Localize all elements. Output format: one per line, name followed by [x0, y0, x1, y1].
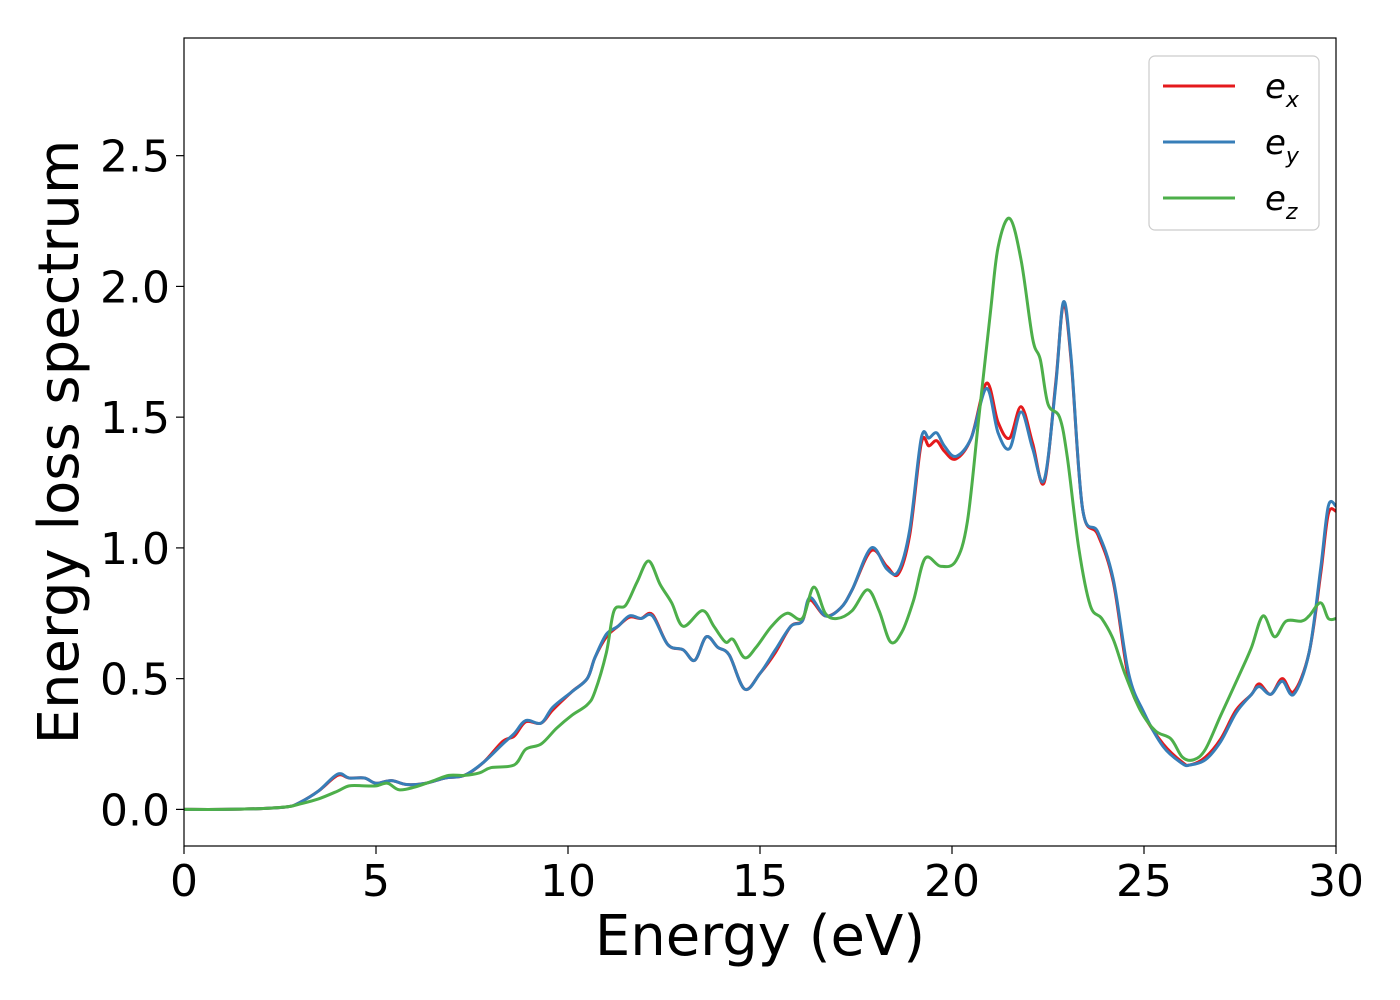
- x-axis-title: Energy (eV): [595, 904, 925, 969]
- y-tick-label: 0.5: [100, 655, 170, 706]
- legend: ex ey ez: [1148, 55, 1320, 231]
- y-axis-title: Energy loss spectrum: [27, 140, 92, 745]
- x-tick-label: 15: [732, 856, 788, 907]
- x-tick-label: 0: [170, 856, 198, 907]
- legend-label-e-x: ex: [1265, 67, 1300, 113]
- legend-label-e-z: ez: [1265, 179, 1298, 225]
- y-tick-label: 0.0: [100, 785, 170, 836]
- ticks-layer: 0 5 10 15 20 25 30 0.0 0.5 1.0 1.5 2.0 2.5: [100, 132, 1364, 907]
- y-tick-label: 2.0: [100, 262, 170, 313]
- x-tick-label: 10: [540, 856, 596, 907]
- y-tick-label: 2.5: [100, 132, 170, 183]
- x-tick-label: 5: [362, 856, 390, 907]
- series-line-e-z: [184, 216, 1336, 811]
- x-tick-label: 25: [1116, 856, 1172, 907]
- y-tick-label: 1.0: [100, 524, 170, 575]
- legend-label-e-y: ey: [1265, 123, 1300, 169]
- y-tick-label: 1.5: [100, 393, 170, 444]
- series-line-e-y: [184, 300, 1336, 811]
- x-tick-label: 30: [1308, 856, 1364, 907]
- x-tick-label: 20: [924, 856, 980, 907]
- series-layer: [184, 216, 1336, 811]
